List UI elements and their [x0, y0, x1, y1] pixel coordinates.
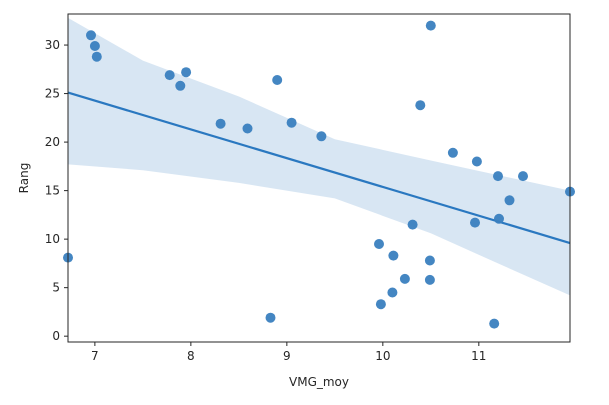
data-point — [175, 80, 186, 91]
data-point — [91, 51, 102, 62]
regression-line-layer — [67, 91, 571, 245]
x-axis-ticks: 7 8 9 10 11 — [91, 342, 486, 363]
regression-line — [67, 91, 571, 245]
y-tick-label: 25 — [45, 87, 60, 101]
data-point — [470, 217, 480, 228]
data-point — [215, 118, 226, 129]
data-point — [494, 213, 504, 224]
x-tick-label: 8 — [187, 349, 195, 363]
y-tick-label: 20 — [45, 135, 60, 149]
data-point — [374, 239, 384, 249]
data-point — [471, 156, 482, 167]
data-point — [424, 274, 435, 285]
x-tick-label: 10 — [375, 349, 390, 363]
data-point — [489, 318, 500, 329]
plot-frame — [67, 13, 571, 343]
data-point — [181, 67, 192, 78]
data-point — [415, 100, 426, 111]
data-point — [265, 312, 276, 323]
data-point — [272, 75, 283, 85]
data-point — [89, 41, 100, 51]
data-point — [242, 123, 253, 134]
y-tick-label: 10 — [45, 232, 60, 246]
data-point — [447, 147, 458, 158]
y-tick-label: 5 — [52, 281, 60, 295]
x-tick-label: 7 — [91, 349, 99, 363]
x-tick-label: 9 — [283, 349, 291, 363]
data-point — [286, 117, 297, 128]
data-point — [164, 70, 175, 81]
data-point — [493, 171, 503, 182]
data-point — [399, 273, 410, 284]
data-point — [424, 255, 435, 266]
data-point — [504, 195, 515, 206]
data-point — [316, 131, 327, 142]
x-tick-label: 11 — [471, 349, 486, 363]
confidence-band-layer — [68, 17, 570, 296]
data-point — [86, 30, 96, 41]
data-point — [387, 287, 398, 298]
x-axis-label: VMG_moy — [289, 375, 349, 389]
y-axis-ticks: 0 5 10 15 20 25 30 — [45, 38, 68, 343]
y-tick-label: 30 — [45, 38, 60, 52]
data-point — [518, 171, 528, 182]
data-point — [425, 20, 436, 31]
data-point — [388, 250, 399, 261]
y-tick-label: 0 — [52, 329, 60, 343]
y-tick-label: 15 — [45, 184, 60, 198]
y-axis-label: Rang — [17, 163, 31, 194]
data-points-layer — [63, 20, 575, 329]
data-point — [375, 299, 386, 310]
data-point — [407, 219, 418, 230]
confidence-band — [68, 17, 570, 296]
